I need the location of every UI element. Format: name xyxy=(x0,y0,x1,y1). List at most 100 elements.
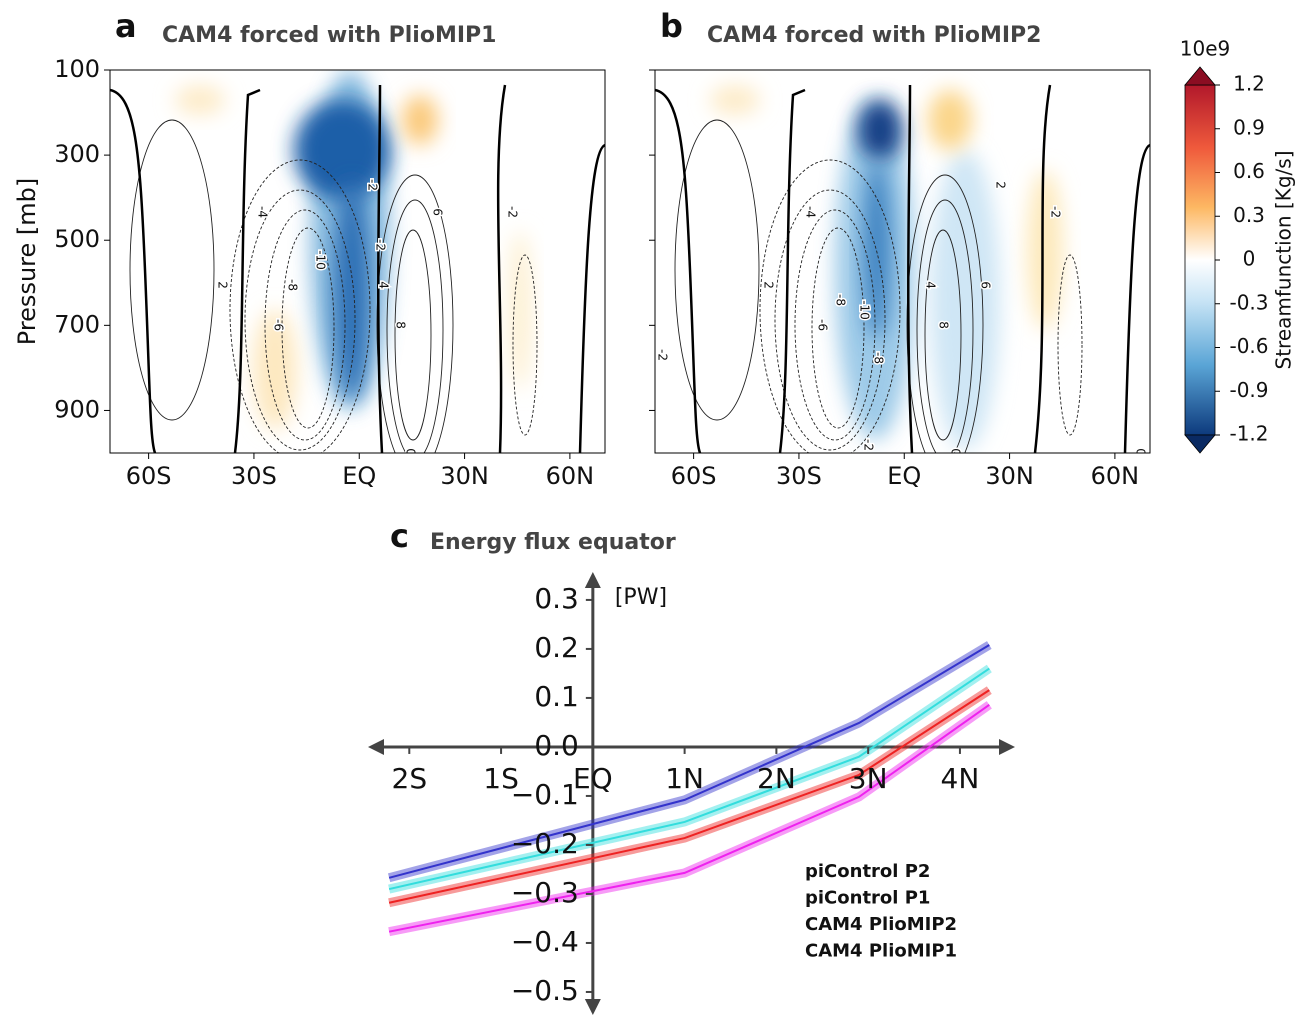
arrow xyxy=(584,572,601,588)
legend-entry: CAM4 PlioMIP2 xyxy=(805,914,957,935)
y-tick-label: −0.3 xyxy=(511,876,579,909)
x-tick-label: EQ xyxy=(887,462,921,490)
shading xyxy=(1027,170,1063,330)
x-tick-label: 2S xyxy=(392,762,428,795)
colorbar-tick-label: 0.6 xyxy=(1233,159,1265,183)
colorbar xyxy=(1184,84,1216,436)
contour xyxy=(1057,254,1083,436)
contour-label: -8 xyxy=(286,279,300,291)
legend-entry: piControl P1 xyxy=(805,888,930,909)
x-tick-label: 1N xyxy=(665,762,704,795)
contour-label: -2 xyxy=(862,439,876,451)
x-tick-label: 30S xyxy=(231,462,277,490)
contour-label: -6 xyxy=(272,319,286,331)
zero-contour xyxy=(907,84,914,453)
contour-label: -10 xyxy=(858,300,872,320)
shading xyxy=(402,95,438,145)
x-tick-label: 3N xyxy=(849,762,888,795)
zero-contour xyxy=(233,88,261,453)
panel-title: CAM4 forced with PlioMIP1 xyxy=(162,23,496,48)
contour xyxy=(916,199,974,453)
panel-title: Energy flux equator xyxy=(430,530,676,555)
contour-label: 8 xyxy=(394,321,408,329)
x-tick-label: 2N xyxy=(757,762,796,795)
shading xyxy=(508,230,532,390)
y-tick-label: −0.5 xyxy=(511,974,579,1007)
contour xyxy=(906,174,984,453)
panel-title: CAM4 forced with PlioMIP2 xyxy=(707,23,1041,48)
shading xyxy=(858,100,902,160)
contour-label: 0 xyxy=(1134,448,1148,456)
y-tick-label: 100 xyxy=(54,55,100,83)
arrow xyxy=(999,738,1015,755)
contour-label: -8 xyxy=(872,352,886,364)
contour xyxy=(774,189,886,451)
contour xyxy=(386,199,444,453)
plot-frame xyxy=(109,69,606,454)
contour-label: 2 xyxy=(762,281,776,289)
zero-contour xyxy=(578,143,605,453)
shading xyxy=(930,150,1000,450)
shading xyxy=(175,85,225,115)
colorbar-tick-label: -0.6 xyxy=(1229,334,1268,358)
series-line xyxy=(388,644,990,879)
plot-frame xyxy=(654,69,1151,454)
contour xyxy=(281,227,335,429)
y-axis-label: [PW] xyxy=(615,585,667,610)
contour xyxy=(674,119,760,421)
legend-entry: CAM4 PlioMIP1 xyxy=(805,941,957,962)
colorbar-tick-label: 0.9 xyxy=(1233,115,1265,139)
zero-contour xyxy=(655,88,702,453)
series-line xyxy=(388,689,990,904)
contour-label: -4 xyxy=(256,206,270,218)
x-tick-label: 30N xyxy=(985,462,1034,490)
legend-entry: piControl P2 xyxy=(805,861,930,882)
contour xyxy=(244,189,356,451)
y-tick-label: 0.0 xyxy=(534,729,579,762)
field: 2 -4 -6 -8 -10 -2 -2 4 6 8 0 -2 xyxy=(110,70,605,453)
colorbar-scale: 10e9 xyxy=(1180,37,1230,61)
panel-label: b xyxy=(660,7,683,45)
y-tick-label: 0.3 xyxy=(534,582,579,615)
contour-label: 2 xyxy=(216,281,230,289)
contour xyxy=(376,174,454,453)
colorbar-tick-label: -0.3 xyxy=(1229,290,1268,314)
contour-label: 0 xyxy=(949,448,963,456)
colorbar-tick-label: -0.9 xyxy=(1229,378,1268,402)
zero-contour xyxy=(1033,84,1052,453)
contour xyxy=(394,229,432,441)
y-axis-label: Pressure [mb] xyxy=(13,178,41,345)
y-tick-label: 700 xyxy=(54,310,100,338)
series-line xyxy=(388,703,990,933)
contour xyxy=(512,254,538,436)
y-tick-label: 300 xyxy=(54,140,100,168)
colorbar-tick-label: 0.3 xyxy=(1233,203,1265,227)
shading xyxy=(334,180,370,400)
y-tick-label: 900 xyxy=(54,395,100,423)
shading xyxy=(294,100,390,200)
contour-label: 4 xyxy=(924,281,938,289)
contour-label: 8 xyxy=(937,321,951,329)
colorbar-tick-label: -1.2 xyxy=(1229,422,1268,446)
contour xyxy=(924,229,962,441)
colorbar-extend xyxy=(1184,66,1216,86)
contour-label: 4 xyxy=(377,281,391,289)
x-tick-label: EQ xyxy=(342,462,376,490)
contour-label: 6 xyxy=(431,208,445,216)
zero-contour xyxy=(110,88,157,453)
contour-label: -2 xyxy=(374,239,388,251)
contour-label: -2 xyxy=(366,179,380,191)
contour-label: -2 xyxy=(656,349,670,361)
contour xyxy=(794,209,876,441)
y-tick-label: −0.2 xyxy=(511,827,579,860)
panel-label: c xyxy=(390,517,409,555)
contour-label: -10 xyxy=(314,250,328,270)
contour xyxy=(811,227,865,429)
shading xyxy=(928,90,972,150)
contour-label: -6 xyxy=(816,319,830,331)
zero-contour xyxy=(496,84,507,453)
x-tick-label: 4N xyxy=(941,762,980,795)
panel-label: a xyxy=(115,7,137,45)
